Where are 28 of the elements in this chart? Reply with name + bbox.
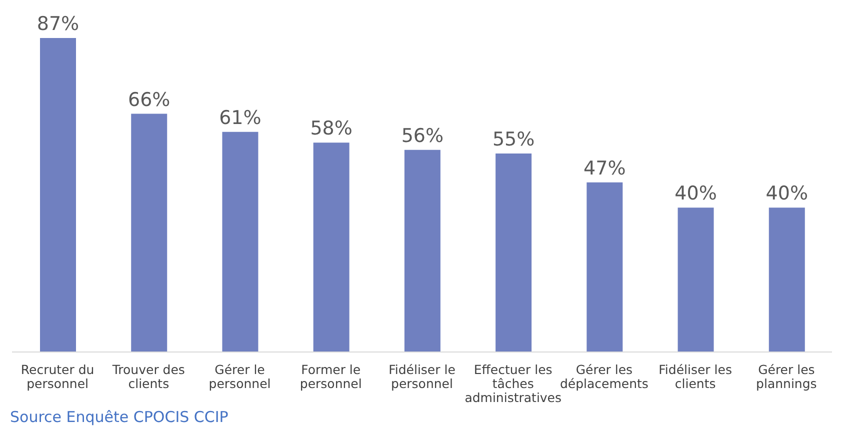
bar [768,208,805,352]
bar [586,182,623,352]
data-label: 87% [36,13,80,35]
source-note: Source Enquête CPOCIS CCIP [10,408,230,426]
bar [404,150,440,352]
data-label: 56% [401,124,444,147]
data-label: 47% [584,157,626,180]
x-tick-label: Trouver des clients [111,362,185,391]
bar [678,208,714,352]
x-tick-label: Fidéliser le personnel [388,362,456,391]
x-tick-label: Former le personnel [300,362,362,391]
x-tick-label: Recruter du personnel [20,362,94,391]
bar [313,142,350,352]
data-label: 40% [674,182,717,205]
x-tick-label: Fidéliser les clients [658,362,732,391]
data-label: 55% [492,128,535,150]
x-tick-label: Gérer le personnel [208,362,271,391]
x-tick-label: Gérer les plannings [756,362,817,391]
bar [222,132,258,352]
data-label: 61% [219,106,262,129]
bar [496,153,532,352]
x-tick-label: Effectuer les tâches administratives [464,362,562,405]
data-label: 58% [310,118,352,140]
bar [40,38,76,352]
data-label: 40% [766,182,808,205]
x-tick-label: Gérer les déplacements [560,362,648,391]
data-label: 66% [128,88,170,111]
bar [131,114,168,352]
